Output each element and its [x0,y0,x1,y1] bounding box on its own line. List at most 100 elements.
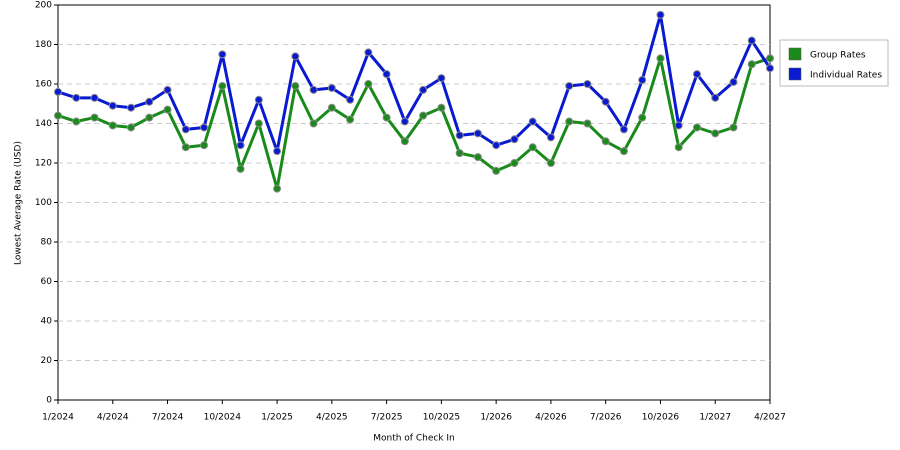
data-point [54,111,62,120]
data-point [54,87,62,96]
data-point [254,95,263,104]
data-point [90,113,99,122]
data-point [254,119,263,128]
data-point [200,141,209,150]
data-point [711,129,720,138]
x-tick-label: 4/2024 [97,413,129,423]
data-point [382,113,391,122]
data-point [528,117,537,126]
data-point [619,125,628,134]
data-point [419,85,428,94]
y-tick-label: 40 [41,317,53,327]
data-point [273,147,282,156]
data-point [638,76,647,85]
data-point [674,143,683,152]
series-line [57,13,772,153]
data-point [619,147,628,156]
x-axis-title: Month of Check In [373,434,455,444]
y-tick-label: 0 [46,396,52,406]
x-tick-label: 1/2027 [699,413,731,423]
data-point [364,48,373,57]
x-tick-label: 7/2026 [590,413,622,423]
data-point [638,113,647,122]
data-point [473,129,482,138]
data-point [327,103,336,112]
data-point [601,137,610,146]
data-point [72,117,81,126]
x-tick-label: 4/2025 [316,413,348,423]
data-point [437,103,446,112]
data-point [437,74,446,83]
legend-label: Group Rates [810,51,866,61]
x-tick-label: 7/2025 [371,413,403,423]
data-point [163,85,172,94]
data-point [692,70,701,79]
data-point [546,159,555,167]
data-point [674,121,683,130]
data-point [364,80,373,88]
data-point [601,97,610,106]
data-point [510,159,519,167]
data-point [766,64,774,73]
data-point [273,184,282,193]
data-point [127,123,136,132]
data-point [309,85,318,94]
data-point [492,166,501,175]
data-point [200,123,209,132]
data-point [72,93,81,102]
data-point [747,60,756,69]
data-point [108,101,117,110]
data-point [565,81,574,90]
y-tick-label: 60 [41,277,53,287]
data-point [546,133,555,142]
data-point [145,113,154,122]
data-point [346,115,355,124]
data-point [656,54,665,63]
series-line [57,56,771,191]
x-tick-label: 10/2026 [642,413,680,423]
legend-swatch [788,47,802,61]
data-point [327,83,336,92]
data-point [729,78,738,87]
data-point [656,10,665,19]
legend-label: Individual Rates [810,71,882,81]
data-point [766,54,774,63]
data-point [181,143,190,152]
data-point [583,80,592,88]
x-tick-label: 4/2026 [535,413,567,423]
data-point [309,119,318,128]
y-tick-label: 200 [35,1,52,11]
data-point [291,52,300,61]
y-tick-label: 160 [35,80,52,90]
x-tick-label: 1/2026 [480,413,512,423]
y-axis-title: Lowest Average Rate (USD) [14,141,24,265]
data-point [729,123,738,132]
data-point [218,81,227,90]
data-point [583,119,592,128]
data-point [692,123,701,132]
y-tick-label: 80 [41,238,53,248]
data-point [528,143,537,152]
y-tick-label: 20 [41,356,53,366]
x-tick-label: 1/2025 [261,413,293,423]
x-tick-label: 10/2024 [204,413,242,423]
data-point [455,149,464,158]
data-point [510,135,519,144]
data-point [473,153,482,162]
data-point [711,93,720,102]
y-tick-label: 140 [35,119,52,129]
data-point [455,131,464,140]
y-tick-label: 180 [35,40,52,50]
data-point [127,103,136,112]
y-tick-label: 120 [35,159,52,169]
x-tick-label: 10/2025 [423,413,460,423]
data-point [291,81,300,90]
x-tick-label: 4/2027 [754,413,786,423]
data-point [747,36,756,45]
data-point [346,95,355,104]
data-point [492,141,501,150]
data-point [400,117,409,126]
data-point [90,93,99,102]
y-tick-label: 100 [35,198,52,208]
